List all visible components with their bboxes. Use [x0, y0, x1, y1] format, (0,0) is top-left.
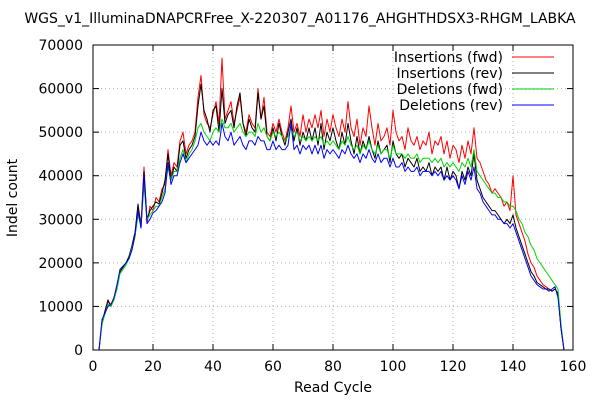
x-tick-label: 20	[144, 359, 162, 375]
y-tick-label: 70000	[38, 38, 83, 54]
x-tick-label: 160	[560, 359, 587, 375]
x-tick-label: 0	[89, 359, 98, 375]
x-tick-label: 40	[204, 359, 222, 375]
x-tick-label: 120	[440, 359, 467, 375]
series-layer	[98, 57, 565, 351]
legend-label: Deletions (rev)	[399, 98, 503, 114]
series-line-deletions-fwd	[98, 118, 565, 351]
y-tick-label: 40000	[38, 169, 83, 185]
chart-title: WGS_v1_IlluminaDNAPCRFree_X-220307_A0117…	[24, 11, 576, 27]
y-tick-label: 0	[74, 343, 83, 359]
series-line-insertions-rev	[98, 83, 565, 351]
y-axis-label: Indel count	[5, 158, 21, 237]
chart-legend: Insertions (fwd)Insertions (rev)Deletion…	[394, 50, 554, 114]
x-tick-label: 140	[500, 359, 527, 375]
legend-label: Insertions (rev)	[397, 66, 504, 82]
y-tick-label: 50000	[38, 125, 83, 141]
x-axis-label: Read Cycle	[294, 380, 372, 396]
legend-label: Insertions (fwd)	[394, 50, 503, 66]
x-tick-label: 60	[264, 359, 282, 375]
x-tick-label: 80	[324, 359, 342, 375]
legend-label: Deletions (fwd)	[397, 82, 503, 98]
axes: 0 20 40 60 80 100 120 140 160 0 10000 20000 30000 400…	[38, 38, 586, 375]
y-tick-label: 20000	[38, 256, 83, 272]
y-tick-label: 30000	[38, 212, 83, 228]
y-tick-label: 10000	[38, 299, 83, 315]
series-line-deletions-rev	[98, 122, 565, 351]
x-tick-label: 100	[380, 359, 407, 375]
series-line-insertions-fwd	[98, 57, 565, 351]
y-tick-label: 60000	[38, 82, 83, 98]
